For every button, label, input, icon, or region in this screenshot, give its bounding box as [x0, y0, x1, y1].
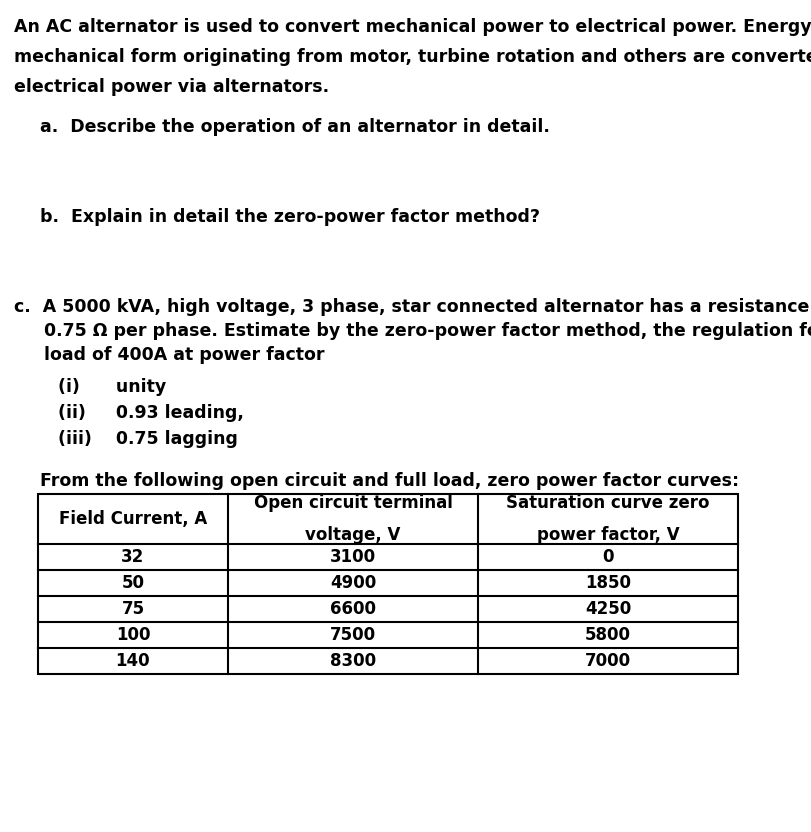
Text: a.  Describe the operation of an alternator in detail.: a. Describe the operation of an alternat… — [40, 118, 549, 136]
Text: 5800: 5800 — [584, 626, 630, 644]
Text: 140: 140 — [115, 652, 150, 670]
Text: 32: 32 — [121, 548, 144, 566]
Text: 3100: 3100 — [329, 548, 375, 566]
Text: 100: 100 — [116, 626, 150, 644]
Text: 0: 0 — [602, 548, 613, 566]
Text: 8300: 8300 — [329, 652, 375, 670]
Text: 4900: 4900 — [329, 574, 375, 592]
Text: mechanical form originating from motor, turbine rotation and others are converte: mechanical form originating from motor, … — [14, 48, 811, 66]
Text: 75: 75 — [122, 600, 144, 618]
Text: 4250: 4250 — [584, 600, 630, 618]
Text: (i)      unity: (i) unity — [58, 378, 166, 396]
Text: 7500: 7500 — [329, 626, 375, 644]
Bar — [38, 494, 737, 674]
Text: 6600: 6600 — [329, 600, 375, 618]
Text: load of 400A at power factor: load of 400A at power factor — [14, 346, 324, 364]
Text: 7000: 7000 — [584, 652, 630, 670]
Text: 0.75 Ω per phase. Estimate by the zero-power factor method, the regulation for a: 0.75 Ω per phase. Estimate by the zero-p… — [14, 322, 811, 340]
Text: 1850: 1850 — [584, 574, 630, 592]
Text: power factor, V: power factor, V — [536, 526, 679, 544]
Text: electrical power via alternators.: electrical power via alternators. — [14, 78, 328, 96]
Text: An AC alternator is used to convert mechanical power to electrical power. Energy: An AC alternator is used to convert mech… — [14, 18, 811, 36]
Text: c.  A 5000 kVA, high voltage, 3 phase, star connected alternator has a resistanc: c. A 5000 kVA, high voltage, 3 phase, st… — [14, 298, 811, 316]
Text: (ii)     0.93 leading,: (ii) 0.93 leading, — [58, 404, 243, 422]
Text: Open circuit terminal: Open circuit terminal — [253, 494, 452, 512]
Text: 50: 50 — [122, 574, 144, 592]
Text: b.  Explain in detail the zero-power factor method?: b. Explain in detail the zero-power fact… — [40, 208, 539, 226]
Text: (iii)    0.75 lagging: (iii) 0.75 lagging — [58, 430, 238, 448]
Text: Field Current, A: Field Current, A — [59, 510, 207, 528]
Text: Saturation curve zero: Saturation curve zero — [505, 494, 709, 512]
Text: From the following open circuit and full load, zero power factor curves:: From the following open circuit and full… — [40, 472, 738, 490]
Text: voltage, V: voltage, V — [305, 526, 400, 544]
